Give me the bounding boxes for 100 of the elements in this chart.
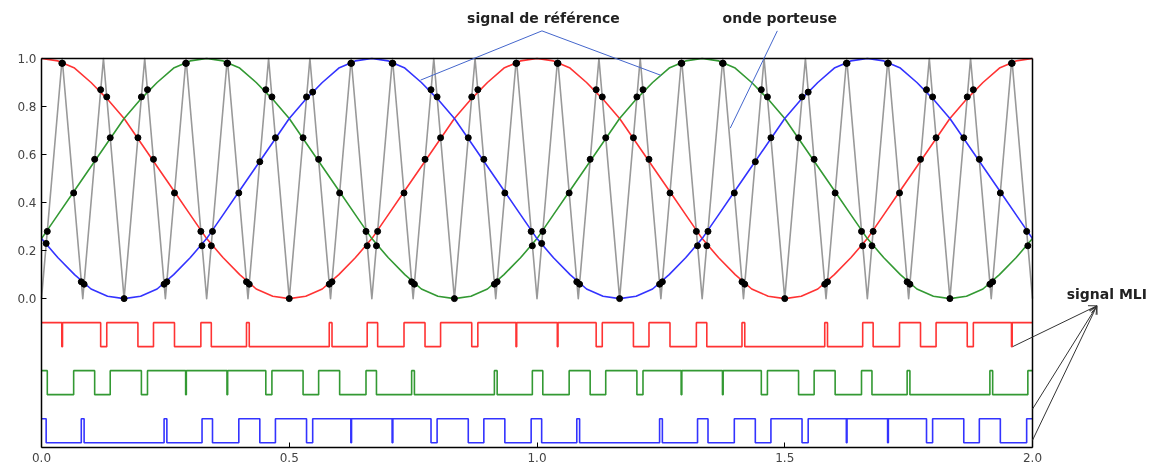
point <box>400 189 408 197</box>
point <box>450 295 458 303</box>
point <box>42 239 50 247</box>
point <box>751 158 759 166</box>
point <box>767 134 775 142</box>
y-tick-label: 0.8 <box>17 100 37 115</box>
point <box>946 295 954 303</box>
point <box>120 295 128 303</box>
point <box>437 134 445 142</box>
point <box>303 93 311 101</box>
point <box>209 227 216 235</box>
point <box>969 86 977 94</box>
point <box>538 239 546 247</box>
annotation: onde porteuse <box>722 9 838 26</box>
point <box>645 155 653 163</box>
point <box>474 86 482 94</box>
point <box>374 227 382 235</box>
y-tick-label: 1.0 <box>17 52 37 66</box>
point <box>1024 242 1032 250</box>
point <box>480 155 488 163</box>
point <box>763 93 771 101</box>
point <box>362 227 370 235</box>
point <box>464 134 472 142</box>
point <box>43 227 51 235</box>
point <box>810 155 818 163</box>
point <box>633 93 641 101</box>
point <box>106 134 114 142</box>
point <box>421 155 429 163</box>
point <box>975 155 983 163</box>
point <box>804 88 812 96</box>
point <box>539 227 547 235</box>
y-tick-label: 0.0 <box>17 292 37 307</box>
point <box>59 59 67 67</box>
x-tick-label: 0.5 <box>279 450 299 465</box>
point <box>932 134 940 142</box>
point <box>433 93 441 101</box>
point <box>235 189 243 197</box>
point <box>207 242 215 250</box>
point <box>730 189 738 197</box>
x-tick-label: 1.5 <box>775 450 795 465</box>
point <box>666 189 674 197</box>
point <box>798 93 806 101</box>
point <box>616 295 624 303</box>
point <box>795 134 803 142</box>
point <box>996 189 1004 197</box>
point <box>363 242 371 250</box>
y-tick-label: 0.2 <box>17 244 37 259</box>
point <box>198 242 206 250</box>
y-tick-label: 0.4 <box>17 196 37 211</box>
point <box>197 227 205 235</box>
point <box>692 227 700 235</box>
point <box>869 227 877 235</box>
point <box>1023 227 1031 235</box>
point <box>527 227 535 235</box>
point <box>299 134 307 142</box>
point <box>858 227 865 235</box>
point <box>528 242 536 250</box>
x-tick-label: 2.0 <box>1022 450 1043 465</box>
point <box>309 88 317 96</box>
x-tick-label: 0.0 <box>31 450 52 465</box>
x-tick-label: 1.0 <box>527 450 547 465</box>
point <box>960 134 968 142</box>
point <box>268 93 276 101</box>
point <box>831 189 839 197</box>
point <box>262 86 270 94</box>
point <box>694 242 702 250</box>
point <box>91 155 99 163</box>
point <box>372 242 380 250</box>
point <box>917 155 925 163</box>
point <box>639 86 647 94</box>
point <box>586 155 594 163</box>
point <box>929 93 937 101</box>
point <box>501 189 509 197</box>
point <box>143 86 151 94</box>
point <box>963 93 971 101</box>
point <box>602 134 610 142</box>
point <box>565 189 573 197</box>
point <box>427 86 435 94</box>
point <box>315 155 323 163</box>
point <box>781 295 789 303</box>
point <box>592 86 600 94</box>
point <box>170 189 178 197</box>
point <box>103 93 111 101</box>
annotation: signal de référence <box>467 9 620 26</box>
point <box>149 155 157 163</box>
point <box>704 227 712 235</box>
point <box>468 93 476 101</box>
point <box>137 93 145 101</box>
point <box>629 134 637 142</box>
point <box>97 86 105 94</box>
point <box>271 134 279 142</box>
point <box>859 242 867 250</box>
point <box>285 295 293 303</box>
point <box>336 189 344 197</box>
y-tick-label: 0.6 <box>17 148 37 163</box>
point <box>757 86 765 94</box>
point <box>868 242 876 250</box>
point <box>598 93 606 101</box>
point <box>70 189 78 197</box>
point <box>256 158 264 166</box>
